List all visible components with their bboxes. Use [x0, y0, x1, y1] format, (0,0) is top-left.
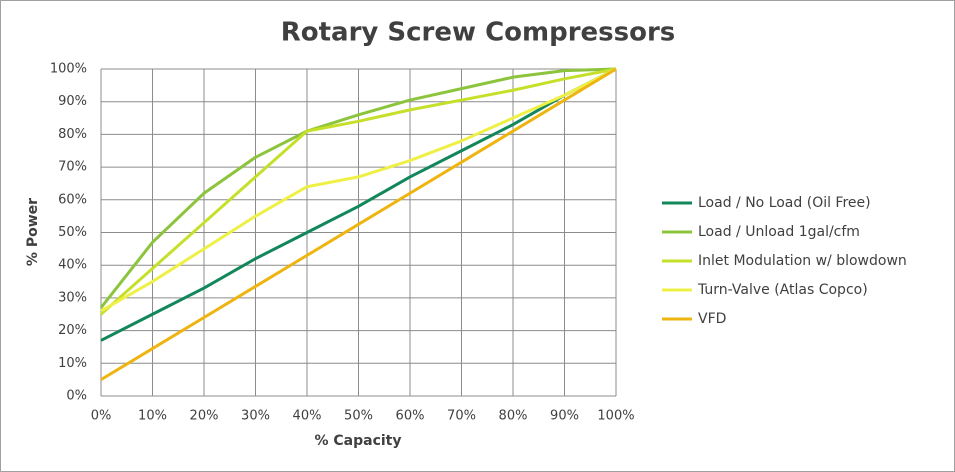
- y-tick-label: 50%: [58, 225, 87, 240]
- x-tick-label: 100%: [597, 409, 634, 424]
- x-tick-label: 70%: [447, 409, 476, 424]
- series-line: [99, 67, 617, 309]
- y-tick-label: 80%: [58, 127, 87, 142]
- x-tick-label: 50%: [344, 409, 373, 424]
- series-line: [100, 67, 617, 342]
- series-line: [100, 67, 617, 316]
- y-tick-label: 20%: [58, 323, 87, 338]
- x-tick-label: 60%: [396, 409, 425, 424]
- legend-label: Inlet Modulation w/ blowdown: [698, 253, 907, 269]
- legend-label: Load / Unload 1gal/cfm: [698, 224, 860, 240]
- y-tick-label: 0%: [66, 389, 87, 404]
- y-axis-label: % Power: [25, 198, 41, 266]
- y-tick-label: 30%: [58, 290, 87, 305]
- x-tick-label: 30%: [241, 409, 270, 424]
- y-tick-label: 100%: [50, 62, 87, 77]
- x-tick-label: 10%: [138, 409, 167, 424]
- y-tick-label: 90%: [58, 94, 87, 109]
- x-tick-label: 90%: [550, 409, 579, 424]
- chart-title: Rotary Screw Compressors: [281, 18, 676, 48]
- legend-label: VFD: [698, 311, 726, 327]
- x-tick-label: 80%: [499, 409, 528, 424]
- y-tick-label: 60%: [58, 192, 87, 207]
- legend-label: Turn-Valve (Atlas Copco): [697, 282, 868, 298]
- y-tick-label: 70%: [58, 160, 87, 175]
- x-tick-label: 20%: [190, 409, 219, 424]
- legend-label: Load / No Load (Oil Free): [698, 195, 871, 211]
- y-tick-label: 40%: [58, 258, 87, 273]
- y-tick-label: 10%: [58, 356, 87, 371]
- x-tick-label: 40%: [293, 409, 322, 424]
- x-tick-label: 0%: [91, 409, 112, 424]
- series-line: [100, 67, 617, 313]
- x-axis-label: % Capacity: [314, 433, 401, 449]
- series-line: [100, 67, 617, 381]
